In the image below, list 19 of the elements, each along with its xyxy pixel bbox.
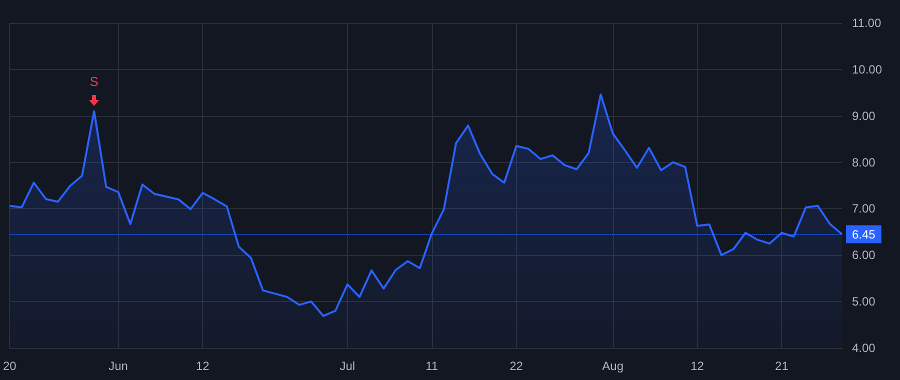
y-tick-label: 6.00: [852, 248, 876, 262]
y-tick-label: 11.00: [852, 16, 882, 30]
x-tick-label: Jul: [340, 359, 356, 373]
y-tick-label: 9.00: [852, 108, 876, 123]
y-tick-label: 5.00: [852, 294, 876, 309]
x-tick-label: 22: [510, 359, 524, 373]
ref-line-label: 6.45: [852, 227, 876, 242]
x-tick-label: Aug: [602, 359, 624, 373]
y-tick-label: 10.00: [852, 62, 882, 76]
x-tick-label: 12: [690, 359, 704, 373]
y-tick-label: 8.00: [852, 155, 876, 170]
x-tick-label: 12: [196, 359, 210, 373]
x-tick-label: 20: [2, 359, 17, 373]
y-tick-label: 4.00: [852, 341, 876, 355]
annotation: S: [88, 74, 100, 90]
y-tick-label: 7.00: [852, 202, 876, 216]
x-tick-label: 11: [426, 359, 438, 373]
x-tick-label: 21: [775, 359, 789, 373]
x-tick-label: Jun: [108, 359, 128, 373]
